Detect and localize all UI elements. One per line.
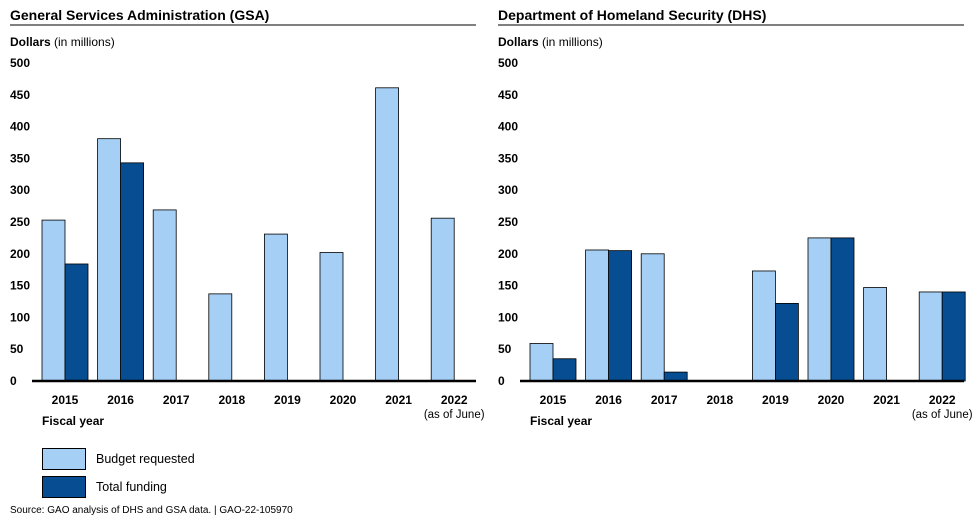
dhs-bar-budget-requested-2021 <box>863 287 887 382</box>
dhs-bar-budget-requested-2017 <box>640 253 665 382</box>
dhs-x-tick-label: 2021 <box>873 393 900 407</box>
gsa-x-tick-label: 2015 <box>52 393 79 407</box>
dhs-y-tick-label: 350 <box>498 151 518 165</box>
dhs-x-tick-label: 2022 <box>929 393 956 407</box>
gsa-y-axis-label: Dollars (in millions) <box>10 35 115 49</box>
dhs-bar-budget-requested-2020 <box>807 237 832 382</box>
dhs-y-tick-label: 150 <box>498 279 518 293</box>
dhs-y-tick-label: 200 <box>498 247 518 261</box>
dhs-y-tick-label: 250 <box>498 215 518 229</box>
gsa-x-tick-label: 2021 <box>385 393 412 407</box>
gsa-y-axis-label-unit: Dollars <box>10 35 51 49</box>
dhs-bar-total-funding-2015 <box>552 358 577 382</box>
gsa-y-tick-label: 100 <box>10 310 30 324</box>
source-note: Source: GAO analysis of DHS and GSA data… <box>10 505 293 516</box>
dhs-y-axis-label-note: (in millions) <box>539 35 603 49</box>
gsa-x-tick-label: 2020 <box>330 393 357 407</box>
gsa-bar-total-funding-2015 <box>64 263 89 382</box>
gsa-y-axis-label-note: (in millions) <box>51 35 115 49</box>
dhs-y-axis-label: Dollars (in millions) <box>498 35 603 49</box>
dhs-y-tick-label: 300 <box>498 183 518 197</box>
gsa-y-tick-label: 200 <box>10 247 30 261</box>
dhs-x-tick-label: 2015 <box>540 393 567 407</box>
gsa-x-tick-label: 2019 <box>274 393 301 407</box>
gsa-x-tick-label: 2017 <box>163 393 190 407</box>
gsa-x-tick-note: (as of June) <box>424 409 485 421</box>
gsa-chart-title: General Services Administration (GSA) <box>10 7 269 23</box>
dhs-x-tick-label: 2019 <box>762 393 789 407</box>
dhs-bar-total-funding-2016 <box>608 250 632 382</box>
dhs-bar-budget-requested-2022 <box>918 291 943 382</box>
gsa-y-tick-label: 350 <box>10 151 30 165</box>
gsa-bar-budget-requested-2015 <box>41 219 66 382</box>
gsa-bar-budget-requested-2021 <box>375 87 400 382</box>
gsa-bar-budget-requested-2020 <box>319 252 344 382</box>
gsa-x-tick-label: 2018 <box>218 393 245 407</box>
dhs-x-tick-label: 2018 <box>706 393 733 407</box>
gsa-bar-budget-requested-2018 <box>208 293 233 382</box>
dhs-bar-total-funding-2020 <box>830 237 855 382</box>
dhs-bar-total-funding-2019 <box>775 303 799 382</box>
legend-swatch-total-funding <box>42 476 86 498</box>
gsa-bar-total-funding-2016 <box>120 162 144 382</box>
dhs-bar-budget-requested-2019 <box>752 270 776 382</box>
dhs-x-tick-label: 2017 <box>651 393 678 407</box>
gsa-y-tick-label: 250 <box>10 215 30 229</box>
gsa-y-tick-label: 150 <box>10 279 30 293</box>
gsa-y-tick-label: 400 <box>10 120 30 134</box>
dhs-bar-total-funding-2017 <box>663 371 688 382</box>
gsa-bar-budget-requested-2016 <box>97 138 121 382</box>
gsa-y-tick-label: 50 <box>10 342 24 356</box>
gsa-bar-budget-requested-2022 <box>430 217 455 382</box>
dhs-x-axis-label: Fiscal year <box>530 414 592 428</box>
gsa-y-tick-label: 300 <box>10 183 30 197</box>
gsa-bar-budget-requested-2017 <box>152 209 177 382</box>
dhs-x-tick-label: 2020 <box>818 393 845 407</box>
dhs-y-tick-label: 450 <box>498 88 518 102</box>
dhs-chart-title: Department of Homeland Security (DHS) <box>498 7 766 23</box>
gsa-x-tick-label: 2022 <box>441 393 468 407</box>
gsa-bar-budget-requested-2019 <box>263 233 288 382</box>
dhs-bar-total-funding-2022 <box>941 291 966 382</box>
dhs-x-tick-label: 2016 <box>595 393 622 407</box>
gsa-y-tick-label: 450 <box>10 88 30 102</box>
gsa-x-tick-label: 2016 <box>107 393 134 407</box>
dhs-y-tick-label: 500 <box>498 56 518 70</box>
gsa-y-tick-label: 500 <box>10 56 30 70</box>
dhs-y-tick-label: 400 <box>498 120 518 134</box>
legend-swatch-budget-requested <box>42 448 86 470</box>
dhs-y-tick-label: 100 <box>498 310 518 324</box>
legend-label-total-funding: Total funding <box>96 480 167 494</box>
dhs-bar-budget-requested-2015 <box>529 343 554 382</box>
dhs-x-tick-note: (as of June) <box>912 409 973 421</box>
dhs-y-tick-label: 50 <box>498 342 512 356</box>
gsa-y-tick-label: 0 <box>10 374 17 388</box>
legend-label-budget-requested: Budget requested <box>96 452 195 466</box>
dhs-y-axis-label-unit: Dollars <box>498 35 539 49</box>
dhs-bar-budget-requested-2016 <box>585 249 609 382</box>
dhs-y-tick-label: 0 <box>498 374 505 388</box>
gsa-x-axis-label: Fiscal year <box>42 414 104 428</box>
